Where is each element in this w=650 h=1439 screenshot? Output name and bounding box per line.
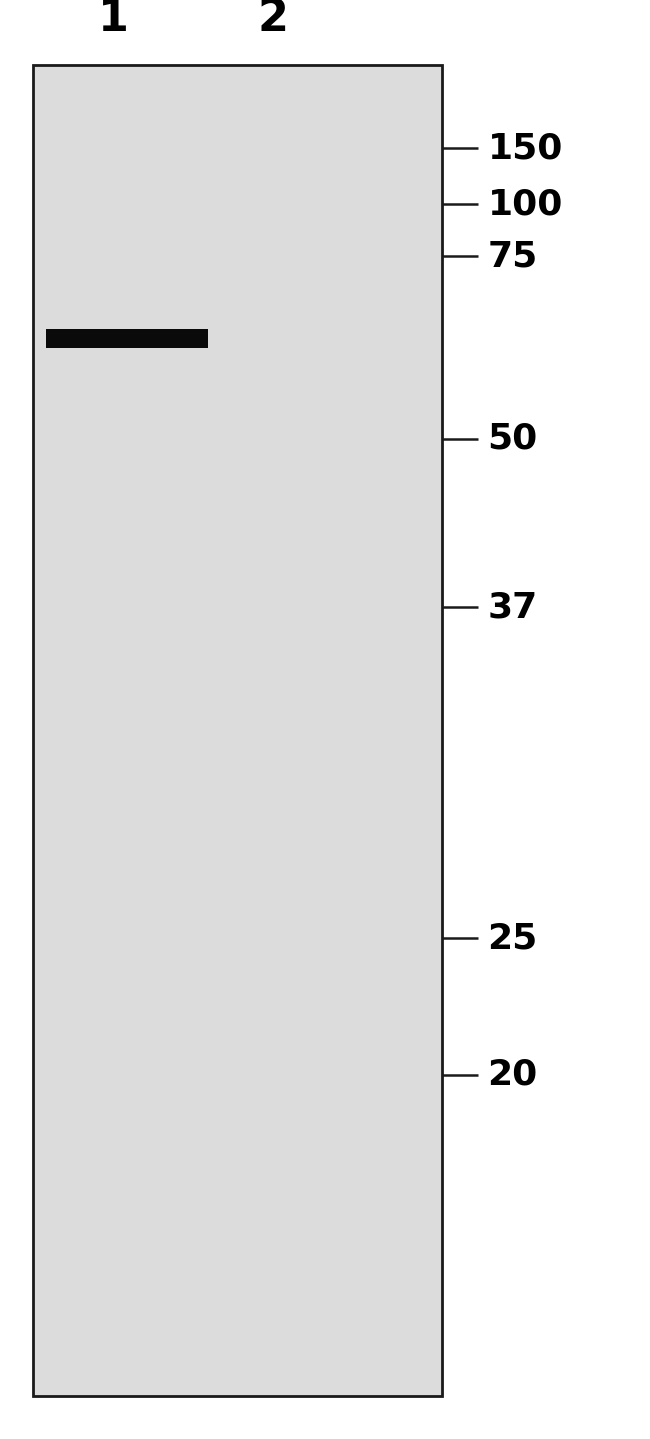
Text: 150: 150 <box>488 131 563 165</box>
Text: 75: 75 <box>488 239 538 273</box>
Text: 50: 50 <box>488 422 538 456</box>
FancyBboxPatch shape <box>32 65 442 1396</box>
Text: 20: 20 <box>488 1058 538 1092</box>
Text: 1: 1 <box>98 0 129 40</box>
Text: 25: 25 <box>488 921 538 955</box>
Text: 37: 37 <box>488 590 538 625</box>
Bar <box>46 328 208 347</box>
Text: 2: 2 <box>257 0 289 40</box>
Text: 100: 100 <box>488 187 563 222</box>
